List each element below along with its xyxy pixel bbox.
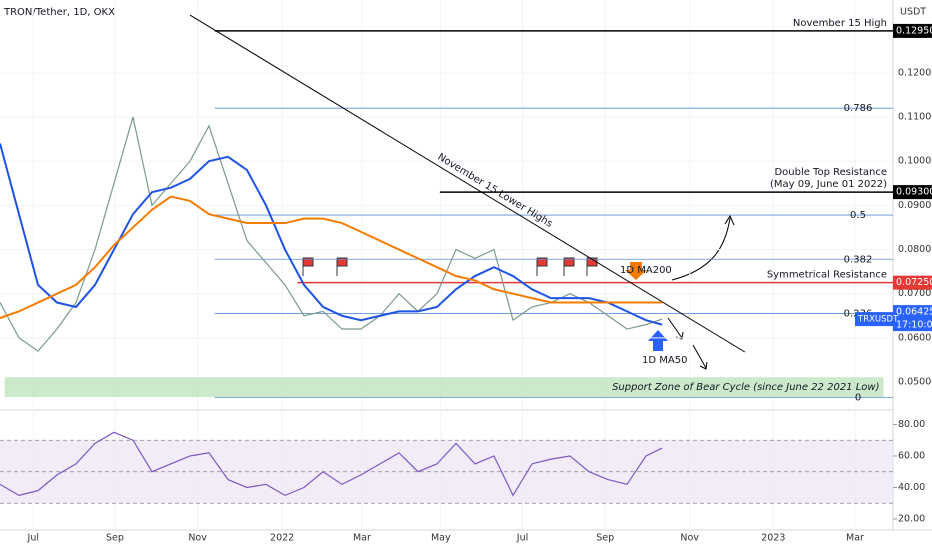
y-unit: USDT	[900, 7, 926, 18]
x-tick-label: Sep	[596, 533, 614, 544]
series-line	[0, 143, 663, 326]
flag	[536, 257, 548, 276]
x-tick-label: Sep	[106, 533, 124, 544]
arrow-up	[671, 214, 735, 281]
x-tick-label: Mar	[353, 533, 371, 544]
x-tick-label: May	[431, 533, 451, 544]
flag	[302, 257, 314, 276]
flags	[302, 257, 598, 276]
x-tick-label: Jul	[516, 533, 528, 544]
current-name: TRXUSDT	[857, 315, 899, 325]
arrow-down	[692, 344, 708, 370]
x-tick-label: Nov	[680, 533, 699, 544]
ma50-marker	[648, 330, 668, 351]
arrows	[667, 214, 735, 370]
x-tick-label: 2022	[270, 533, 294, 544]
flag	[336, 257, 348, 276]
chart-title: TRON/Tether, 1D, OKX	[3, 7, 115, 18]
fib-label: 0	[855, 392, 861, 403]
rsi-tick-label: 20.00	[898, 514, 925, 525]
level-label: (May 09, June 01 2022)	[770, 179, 887, 190]
rsi-tick-label: 60.00	[898, 450, 925, 461]
flag	[563, 257, 575, 276]
level-label: November 15 High	[793, 18, 887, 29]
rsi-tick-label: 80.00	[898, 419, 925, 430]
trendline	[189, 14, 746, 353]
level-label: Double Top Resistance	[774, 167, 887, 178]
y-tick-label: 0.12000	[898, 67, 932, 78]
price-tag	[893, 23, 932, 38]
x-tick-label: 2023	[761, 533, 785, 544]
price-tag-label: 0.07250	[896, 277, 932, 288]
rsi-line	[0, 431, 663, 497]
ma50-label: 1D MA50	[642, 355, 687, 366]
series-line	[0, 116, 663, 352]
x-tick-label: Nov	[188, 533, 207, 544]
price-tag-label: 0.12950	[896, 25, 932, 36]
current-time: 17:10:01	[896, 320, 932, 331]
price-tag	[893, 275, 932, 290]
level-label: Symmetrical Resistance	[767, 270, 887, 281]
current-tag	[893, 305, 932, 332]
price-tag-label: 0.09300	[896, 187, 932, 198]
zone-label: Support Zone of Bear Cycle (since June 2…	[612, 382, 879, 393]
ma200-label: 1D MA200	[620, 265, 672, 276]
rsi-tick-label: 40.00	[898, 482, 925, 493]
fib-label: 0.786	[844, 103, 873, 114]
x-tick-label: Jul	[27, 533, 39, 544]
series-line	[0, 195, 663, 319]
fib-label: 0.382	[844, 254, 873, 265]
fib-label: 0.5	[850, 210, 866, 221]
ma200-marker	[625, 262, 647, 280]
current-label: 0.06425	[896, 307, 932, 318]
current-name-tag	[855, 312, 893, 327]
x-tick-label: Mar	[846, 533, 864, 544]
support-zone	[4, 377, 884, 398]
price-tag	[893, 185, 932, 200]
